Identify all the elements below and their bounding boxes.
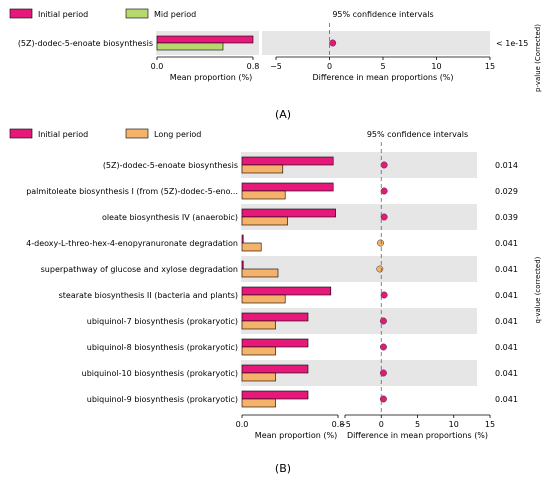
pathway-label: ubiquinol-10 biosynthesis (prokaryotic) [82, 369, 238, 378]
pathway-label: (5Z)-dodec-5-enoate biosynthesis [18, 39, 153, 48]
ci-tick-label: 5 [380, 62, 385, 71]
bar-comparison [241, 242, 262, 252]
p-value: 0.029 [495, 187, 518, 196]
pathway-label: (5Z)-dodec-5-enoate biosynthesis [103, 161, 238, 170]
ci-point [377, 239, 384, 247]
bar-initial [241, 390, 309, 400]
ci-axis-title: Difference in mean proportions (%) [347, 431, 488, 440]
ci-point [379, 369, 387, 377]
x-tick-label: 0.8 [247, 62, 260, 71]
bar-initial [241, 260, 244, 270]
p-value: 0.014 [495, 161, 518, 170]
ci-axis-title: Difference in mean proportions (%) [312, 73, 453, 82]
legend-label: Mid period [154, 10, 196, 19]
p-value: 0.041 [495, 317, 518, 326]
legend-swatch [9, 8, 33, 19]
x-axis-title: Mean proportion (%) [255, 431, 337, 440]
ci-title: 95% confidence intervals [332, 10, 433, 19]
bar-comparison [241, 398, 276, 408]
bar-comparison [241, 372, 276, 382]
ci-point [379, 343, 387, 351]
row-band [262, 31, 490, 55]
bar-comparison [241, 268, 279, 278]
ci-point [380, 291, 388, 299]
ci-point [380, 213, 388, 221]
bar-comparison [156, 42, 224, 51]
panel-a: Initial period Mid period 95% confidence i… [9, 8, 542, 92]
row-band [331, 204, 477, 230]
p-value: < 1e-15 [496, 39, 528, 48]
pathway-label: ubiquinol-7 biosynthesis (prokaryotic) [87, 317, 238, 326]
bar-initial [241, 286, 332, 296]
ci-tick-label: 10 [431, 62, 441, 71]
p-value: 0.041 [495, 395, 518, 404]
panel-b: Initial period Long period 95% confidence … [9, 128, 542, 440]
pathway-label: 4-deoxy-L-threo-hex-4-enopyranuronate de… [26, 239, 238, 248]
p-value: 0.041 [495, 343, 518, 352]
bar-initial [241, 364, 309, 374]
bar-comparison [241, 190, 286, 200]
p-value: 0.041 [495, 291, 518, 300]
bar-comparison [241, 346, 276, 356]
row-band [331, 360, 477, 386]
ci-tick-label: 15 [485, 62, 495, 71]
pathway-label: oleate biosynthesis IV (anaerobic) [102, 213, 238, 222]
ci-point [380, 187, 388, 195]
bar-initial [241, 234, 244, 244]
bar-initial [156, 35, 254, 44]
row-band [331, 256, 477, 282]
pathway-label: superpathway of glucose and xylose degra… [41, 265, 238, 274]
ci-point [376, 265, 384, 273]
pathway-label: stearate biosynthesis II (bacteria and p… [59, 291, 238, 300]
ci-tick-label: 5 [415, 420, 420, 429]
bar-initial [241, 312, 309, 322]
pathway-label: ubiquinol-9 biosynthesis (prokaryotic) [87, 395, 238, 404]
row-band [331, 308, 477, 334]
x-tick-label: 0.8 [332, 420, 345, 429]
ci-title: 95% confidence intervals [367, 130, 468, 139]
ci-point [380, 161, 388, 169]
p-value: 0.039 [495, 213, 518, 222]
bar-comparison [241, 164, 284, 174]
significance-axis-label: q-value (corrected) [534, 256, 542, 323]
panel-label-b: (B) [275, 462, 291, 475]
x-axis-title: Mean proportion (%) [170, 73, 252, 82]
ci-tick-label: 10 [449, 420, 459, 429]
p-value: 0.041 [495, 239, 518, 248]
significance-axis-label: p-value (Corrected) [534, 24, 542, 92]
ci-tick-label: 0 [327, 62, 332, 71]
pathway-label: ubiquinol-8 biosynthesis (prokaryotic) [87, 343, 238, 352]
legend-label: Initial period [38, 130, 88, 139]
ci-tick-label: −5 [270, 62, 282, 71]
x-tick-label: 0.0 [151, 62, 164, 71]
bar-comparison [241, 320, 276, 330]
bar-initial [241, 156, 334, 166]
p-value: 0.041 [495, 265, 518, 274]
ci-tick-label: −5 [339, 420, 351, 429]
legend-label: Long period [154, 130, 201, 139]
ci-point [379, 317, 387, 325]
ci-tick-label: 0 [379, 420, 384, 429]
bar-initial [241, 182, 334, 192]
ci-point [379, 395, 387, 403]
bar-comparison [241, 216, 288, 226]
legend-swatch [125, 128, 149, 139]
legend-label: Initial period [38, 10, 88, 19]
bar-initial [241, 208, 336, 218]
x-tick-label: 0.0 [236, 420, 249, 429]
ci-point [329, 39, 337, 47]
legend-swatch [9, 128, 33, 139]
row-band [331, 152, 477, 178]
p-value: 0.041 [495, 369, 518, 378]
bar-comparison [241, 294, 286, 304]
legend-swatch [125, 8, 149, 19]
bar-initial [241, 338, 309, 348]
pathway-label: palmitoleate biosynthesis I (from (5Z)-d… [26, 187, 238, 196]
ci-tick-label: 15 [485, 420, 495, 429]
panel-label-a: (A) [275, 108, 291, 121]
